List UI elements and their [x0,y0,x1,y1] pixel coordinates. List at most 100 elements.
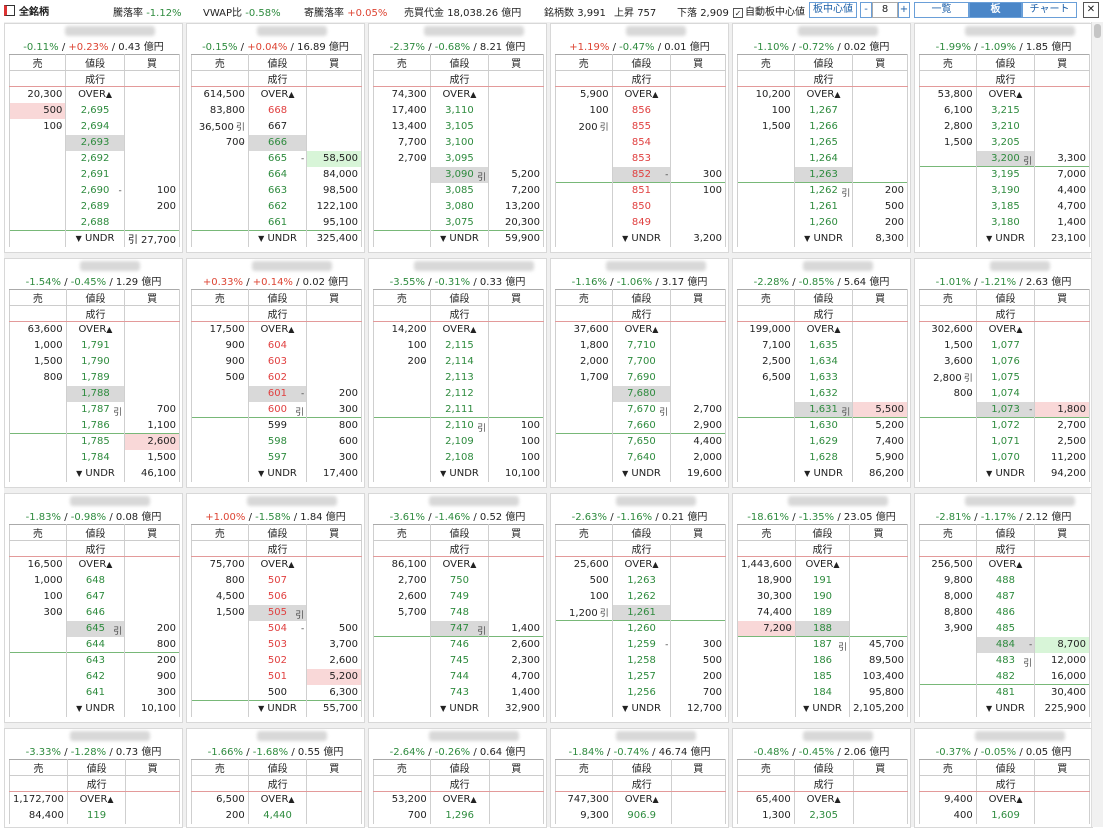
buy-qty[interactable]: 800 [124,636,180,653]
buy-qty[interactable] [1034,604,1090,621]
sell-qty[interactable] [555,449,613,466]
board-center-button[interactable]: 板中心値 [809,2,857,18]
price-cell[interactable]: 484- [975,636,1036,653]
over-row[interactable]: 14,200 OVER▲ [373,321,544,338]
buy-qty[interactable]: 4,700 [1034,198,1090,215]
sell-qty[interactable] [373,668,431,685]
price-level-row[interactable]: 100 647 [9,588,180,605]
buy-qty[interactable]: 200 [124,652,180,669]
over-row[interactable]: 53,800 OVER▲ [919,86,1090,103]
buy-qty[interactable] [849,572,908,589]
sell-qty[interactable]: 1,500 [919,134,977,151]
price-level-row[interactable]: 1,256 700 [555,684,726,701]
buy-qty[interactable] [852,118,908,135]
sell-qty[interactable] [191,636,249,653]
price-level-row[interactable]: 1,500 1,077 [919,337,1090,354]
undr-row[interactable]: ▼ UNDR 55,700 [191,700,362,717]
tab-chart[interactable]: チャート [1022,2,1077,18]
sell-qty[interactable] [919,636,977,653]
sell-qty[interactable]: 2,800 引 [919,369,977,386]
price-cell[interactable]: 3,110 [429,102,490,119]
price-cell[interactable]: 668 [247,102,308,119]
price-level-row[interactable]: 643 200 [9,652,180,669]
sell-qty[interactable] [555,684,613,701]
price-level-row[interactable]: 504-500 [191,620,362,637]
price-cell[interactable]: 1,267 [793,102,854,119]
sell-qty[interactable]: 13,400 [373,118,431,135]
price-cell[interactable]: 646- [59,604,126,621]
buy-qty[interactable]: 100 [670,182,726,199]
sell-qty[interactable]: 8,000 [919,588,977,605]
sell-qty[interactable] [555,198,613,215]
buy-qty[interactable]: 11,200 [1034,449,1090,466]
price-cell[interactable]: 663 [247,182,308,199]
market-order-row[interactable]: 成行 [373,540,544,557]
price-cell[interactable]: 186 [794,652,851,669]
price-cell[interactable]: 2,695 [65,102,125,119]
undr-row[interactable]: ▼ UNDR 46,100 [9,465,180,482]
undr-row[interactable]: ▼ UNDR 94,200 [919,465,1090,482]
price-level-row[interactable]: 1,000 648 [9,572,180,589]
price-level-row[interactable]: 1,071 2,500 [919,433,1090,450]
buy-qty[interactable] [123,134,181,151]
price-level-row[interactable]: 1,264 [737,150,908,167]
market-order-row[interactable]: 成行 [191,775,362,792]
price-level-row[interactable]: 18,900 191 [737,572,908,589]
price-level-row[interactable]: 597 300 [191,449,362,466]
sell-qty[interactable]: 7,200 [737,620,796,637]
price-cell[interactable]: 1,788 [65,385,126,402]
sell-qty[interactable] [555,433,613,450]
stock-board-card[interactable]: -2.37% / -0.68% / 8.21 億円売値段買成行 74,300 OVE… [368,23,547,253]
price-cell[interactable]: 486 [975,604,1036,621]
sell-qty[interactable] [9,449,67,466]
sell-qty[interactable] [191,401,249,418]
price-level-row[interactable]: 2,113 [373,369,544,386]
price-cell[interactable]: 507 [247,572,308,589]
buy-qty[interactable] [123,214,181,231]
price-level-row[interactable]: 1,786 1,100 [9,417,180,434]
price-cell[interactable]: 3,180 [975,214,1036,231]
undr-row[interactable]: ▼ UNDR 325,400 [191,230,362,247]
undr-row[interactable]: ▼ UNDR 2,105,200 [737,700,908,717]
buy-qty[interactable] [849,588,908,605]
sell-qty[interactable] [373,652,431,669]
sell-qty[interactable] [373,401,431,418]
price-cell[interactable]: 2,691 [65,166,125,183]
price-cell[interactable]: 3,075 [429,214,490,231]
buy-qty[interactable] [670,385,726,402]
stock-board-card[interactable]: -3.33% / -1.28% / 0.73 億円売値段買成行 1,172,700… [4,728,183,828]
over-row[interactable]: 10,200 OVER▲ [737,86,908,103]
buy-qty[interactable] [124,353,180,370]
price-level-row[interactable]: 501 5,200 [191,668,362,685]
buy-qty[interactable]: 5,500 [852,401,908,418]
price-level-row[interactable]: 747 引 1,400 [373,620,544,637]
buy-qty[interactable] [852,353,908,370]
buy-qty[interactable]: 5,900 [852,449,908,466]
buy-qty[interactable] [124,572,180,589]
price-level-row[interactable]: 2,112 [373,385,544,402]
price-level-row[interactable]: 100 856 [555,102,726,119]
price-cell[interactable]: 3,210 [975,118,1036,135]
buy-qty[interactable] [670,620,726,637]
price-cell[interactable]: 1,791 [65,337,126,354]
stock-board-card[interactable]: -2.63% / -1.16% / 0.21 億円売値段買成行 25,600 OVE… [550,493,729,723]
sell-qty[interactable] [737,150,795,167]
sell-qty[interactable]: 1,800 [555,337,613,354]
buy-qty[interactable] [852,369,908,386]
price-cell[interactable]: 1,077 [975,337,1036,354]
buy-qty[interactable] [1034,807,1090,824]
price-cell[interactable]: 2,694- [58,118,125,135]
stock-board-card[interactable]: -3.61% / -1.46% / 0.52 億円売値段買成行 86,100 OVE… [368,493,547,723]
price-cell[interactable]: 853 [611,150,672,167]
price-level-row[interactable]: 3,185 4,700 [919,198,1090,215]
price-cell[interactable]: 642 [65,668,126,685]
sell-qty[interactable]: 74,400 [737,604,796,621]
sell-qty[interactable]: 2,600 [373,588,431,605]
buy-qty[interactable] [306,572,362,589]
sell-qty[interactable]: 1,500 [191,604,249,621]
price-cell[interactable]: 662 [247,198,308,215]
price-cell[interactable]: 7,640 [611,449,672,466]
price-cell[interactable]: 661 [247,214,308,231]
price-level-row[interactable]: 743 1,400 [373,684,544,701]
buy-qty[interactable] [488,337,544,354]
